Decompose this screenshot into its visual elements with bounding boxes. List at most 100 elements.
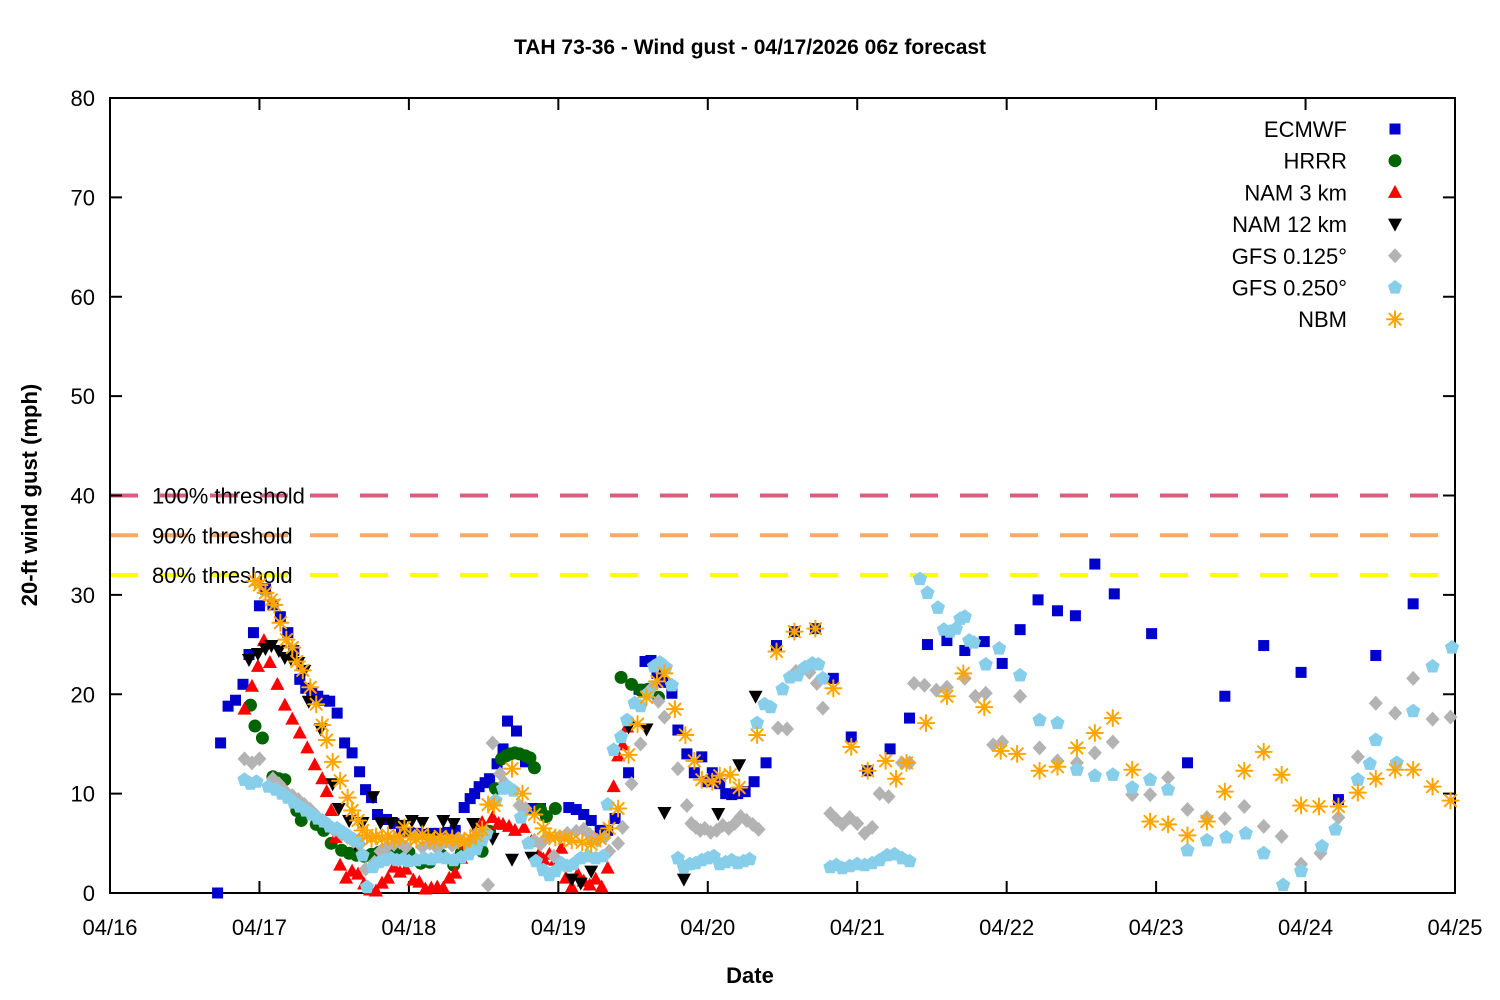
- pentagon-marker: [513, 809, 529, 824]
- asterisk-marker: [785, 622, 804, 641]
- square-marker: [1051, 605, 1063, 617]
- pentagon-marker: [606, 742, 621, 756]
- pentagon-marker: [815, 670, 830, 685]
- square-marker: [318, 694, 330, 706]
- x-tick-label: 04/24: [1278, 915, 1333, 940]
- triangle-up-marker: [1388, 184, 1402, 198]
- pentagon-marker: [775, 681, 790, 696]
- circle-marker: [548, 802, 562, 816]
- circle-marker: [523, 751, 537, 765]
- square-marker: [510, 725, 522, 737]
- pentagon-marker: [930, 600, 946, 614]
- square-marker: [732, 788, 744, 800]
- asterisk-marker: [338, 788, 357, 807]
- asterisk-marker: [1030, 761, 1049, 780]
- y-tick-label: 40: [71, 484, 95, 509]
- pentagon-marker: [966, 635, 981, 649]
- pentagon-marker: [664, 677, 680, 692]
- triangle-down-marker: [241, 653, 256, 667]
- asterisk-marker: [1141, 812, 1160, 831]
- asterisk-marker: [562, 831, 581, 850]
- diamond-marker: [1256, 818, 1271, 834]
- square-marker: [623, 767, 635, 779]
- square-marker: [312, 690, 324, 702]
- pentagon-marker: [992, 641, 1007, 655]
- legend: ECMWF HRRR NAM 3 km NAM 12 km GFS 0.125° GFS …: [1232, 117, 1404, 332]
- square-marker: [726, 789, 738, 801]
- diamond-marker: [670, 761, 685, 777]
- asterisk-marker: [1103, 709, 1122, 728]
- diamond-marker: [624, 776, 639, 792]
- square-marker: [845, 731, 857, 743]
- triangle-up-marker: [285, 711, 300, 725]
- diamond-marker: [1087, 745, 1102, 761]
- square-marker: [645, 654, 657, 666]
- asterisk-marker: [265, 595, 284, 614]
- square-marker: [904, 712, 916, 724]
- diamond-marker: [1368, 695, 1383, 711]
- legend-item-gfs-0-125-: GFS 0.125°: [1232, 244, 1402, 269]
- asterisk-marker: [1310, 797, 1329, 816]
- asterisk-marker: [806, 619, 825, 638]
- diamond-marker: [968, 688, 983, 704]
- diamond-marker: [633, 736, 648, 752]
- triangle-up-marker: [339, 870, 354, 884]
- diamond-marker: [679, 798, 694, 814]
- asterisk-marker: [937, 687, 956, 706]
- square-marker: [1069, 610, 1081, 622]
- pentagon-marker: [619, 712, 635, 727]
- square-marker: [996, 657, 1008, 669]
- threshold-label-40: 100% threshold: [152, 484, 305, 509]
- triangle-down-marker: [404, 814, 419, 828]
- pentagon-marker: [355, 847, 370, 862]
- diamond-marker: [1217, 810, 1232, 826]
- asterisk-marker: [655, 664, 674, 683]
- pentagon-marker: [528, 853, 544, 868]
- triangle-down-marker: [446, 817, 461, 831]
- diamond-marker: [1331, 809, 1346, 825]
- x-tick-label: 04/18: [381, 915, 436, 940]
- asterisk-marker: [323, 752, 342, 771]
- series-nbm: [245, 571, 1460, 854]
- diamond-marker: [1406, 670, 1421, 686]
- circle-marker: [614, 670, 628, 684]
- diamond-marker: [881, 789, 896, 805]
- triangle-down-marker: [466, 817, 481, 831]
- asterisk-marker: [525, 805, 544, 824]
- pentagon-marker: [249, 774, 264, 788]
- pentagon-marker: [1013, 667, 1028, 682]
- threshold-lines: 100% threshold 90% threshold 80% threshold: [110, 484, 1455, 588]
- asterisk-marker: [277, 630, 296, 649]
- asterisk-marker: [876, 751, 895, 770]
- series-gfs-0-250-: [237, 571, 1460, 894]
- pentagon-marker: [1105, 767, 1120, 781]
- square-marker: [212, 887, 224, 899]
- pentagon-marker: [1219, 829, 1234, 844]
- asterisk-marker: [1366, 769, 1385, 788]
- square-marker: [354, 766, 366, 778]
- triangle-down-marker: [657, 807, 672, 821]
- asterisk-marker: [313, 716, 332, 735]
- diamond-marker: [611, 835, 626, 851]
- asterisk-marker: [748, 725, 767, 744]
- asterisk-marker: [676, 725, 695, 744]
- legend-label: HRRR: [1283, 149, 1347, 174]
- triangle-up-marker: [315, 771, 330, 785]
- asterisk-marker: [665, 700, 684, 719]
- asterisk-marker: [824, 679, 843, 698]
- triangle-up-marker: [594, 879, 609, 893]
- square-marker: [230, 694, 242, 706]
- x-tick-label: 04/16: [82, 915, 137, 940]
- legend-item-hrrr: HRRR: [1283, 149, 1402, 174]
- asterisk-marker: [331, 771, 350, 790]
- square-marker: [827, 672, 839, 684]
- diamond-marker: [1443, 709, 1458, 725]
- asterisk-marker: [473, 820, 492, 839]
- triangle-down-marker: [366, 791, 381, 805]
- asterisk-marker: [573, 833, 592, 852]
- diamond-marker: [751, 821, 766, 837]
- triangle-up-marker: [292, 725, 307, 739]
- asterisk-marker: [1067, 738, 1086, 757]
- triangle-up-marker: [485, 809, 500, 823]
- square-marker: [978, 636, 990, 648]
